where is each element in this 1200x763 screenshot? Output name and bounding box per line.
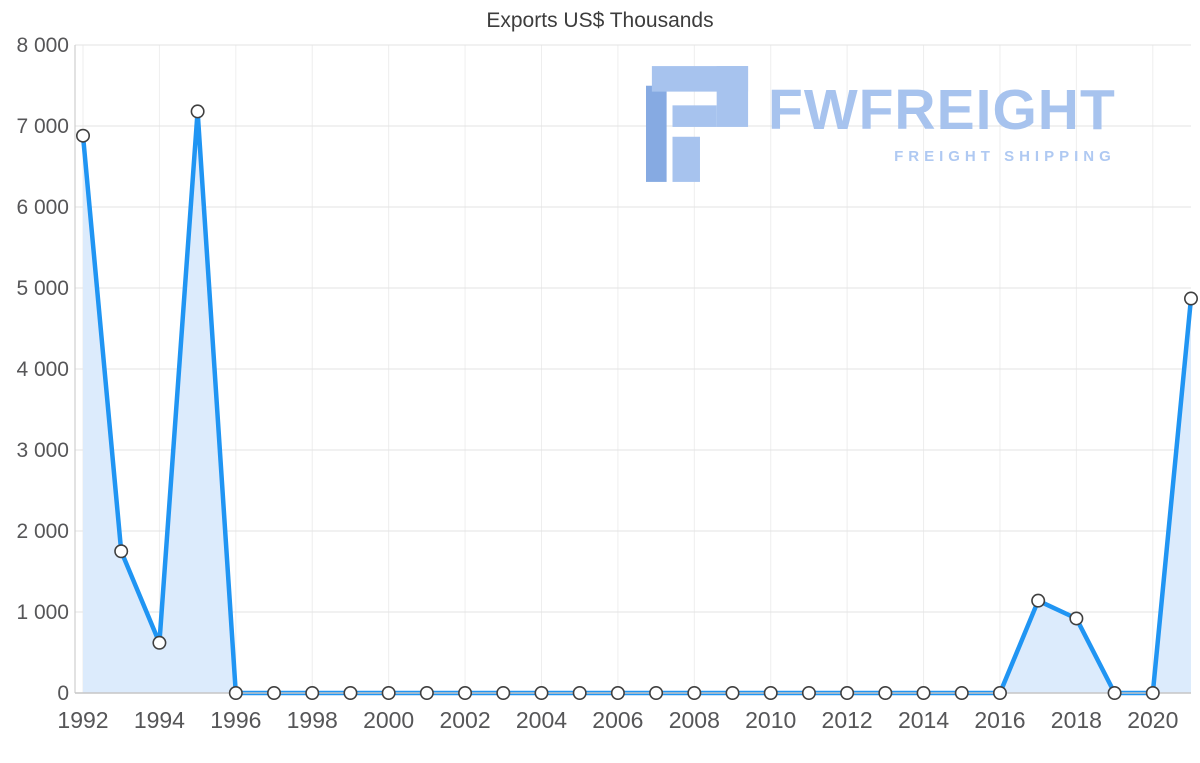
svg-text:2016: 2016 xyxy=(974,707,1025,733)
svg-text:0: 0 xyxy=(57,682,69,705)
svg-text:2 000: 2 000 xyxy=(16,520,69,543)
svg-text:2002: 2002 xyxy=(439,707,490,733)
svg-text:2012: 2012 xyxy=(822,707,873,733)
svg-text:1994: 1994 xyxy=(134,707,185,733)
svg-text:2010: 2010 xyxy=(745,707,796,733)
svg-text:2000: 2000 xyxy=(363,707,414,733)
svg-text:1 000: 1 000 xyxy=(16,601,69,624)
svg-text:2018: 2018 xyxy=(1051,707,1102,733)
svg-text:2020: 2020 xyxy=(1127,707,1178,733)
svg-text:8 000: 8 000 xyxy=(16,34,69,57)
svg-text:7 000: 7 000 xyxy=(16,115,69,138)
svg-text:2014: 2014 xyxy=(898,707,949,733)
svg-text:6 000: 6 000 xyxy=(16,196,69,219)
svg-text:1998: 1998 xyxy=(287,707,338,733)
svg-text:4 000: 4 000 xyxy=(16,358,69,381)
svg-text:2004: 2004 xyxy=(516,707,567,733)
svg-text:1996: 1996 xyxy=(210,707,261,733)
svg-text:2006: 2006 xyxy=(592,707,643,733)
svg-text:2008: 2008 xyxy=(669,707,720,733)
svg-text:5 000: 5 000 xyxy=(16,277,69,300)
chart-title: Exports US$ Thousands xyxy=(486,9,714,32)
svg-text:3 000: 3 000 xyxy=(16,439,69,462)
svg-text:1992: 1992 xyxy=(57,707,108,733)
